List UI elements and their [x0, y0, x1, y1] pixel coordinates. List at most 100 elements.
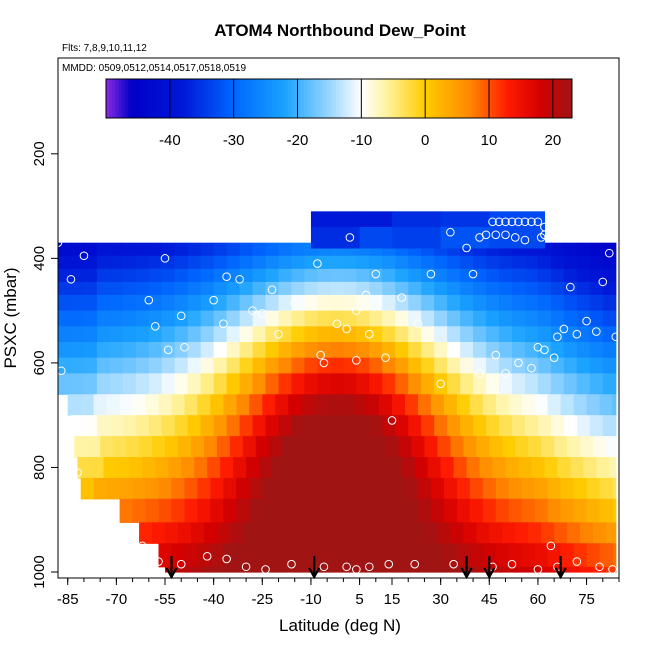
heatmap-cell [440, 211, 490, 228]
heatmap-cell [265, 242, 280, 257]
heatmap-cell [106, 477, 121, 500]
heatmap-cell [223, 498, 237, 523]
heatmap-cell [161, 310, 176, 327]
heatmap-cell [372, 436, 387, 458]
heatmap-cell [252, 281, 267, 296]
heatmap-cell [327, 477, 341, 500]
heatmap-cell [450, 522, 464, 544]
colorbar-swatch [262, 79, 267, 118]
heatmap-cell [122, 342, 137, 359]
colorbar-swatch [504, 79, 509, 118]
heatmap-cell [495, 394, 510, 416]
heatmap-cell [560, 394, 575, 416]
heatmap-cell [476, 522, 490, 544]
heatmap-cell [424, 436, 438, 458]
colorbar-swatch [469, 79, 474, 118]
heatmap-cell [450, 566, 464, 573]
heatmap-cell [304, 373, 319, 395]
heatmap-cell [294, 436, 309, 458]
heatmap-cell [469, 498, 484, 523]
heatmap-cell [541, 436, 555, 458]
x-tick-label: 5 [355, 591, 363, 608]
colorbar-swatch [134, 79, 139, 118]
heatmap-cell [398, 522, 413, 544]
heatmap-cell [161, 294, 176, 312]
colorbar-swatch [514, 79, 519, 118]
heatmap-cell [304, 294, 319, 312]
colorbar-swatch [386, 79, 391, 118]
colorbar-swatch [256, 79, 260, 118]
heatmap-cell [210, 498, 224, 523]
heatmap-cell [524, 268, 539, 283]
heatmap-cell [135, 310, 150, 327]
heatmap-cell [200, 415, 215, 437]
heatmap-cell [252, 255, 267, 270]
heatmap-cell [190, 436, 205, 458]
heatmap-cell [550, 242, 565, 257]
heatmap-cell [336, 457, 351, 479]
heatmap-cell [236, 543, 250, 568]
heatmap-cell [70, 294, 85, 312]
heatmap-cell [599, 394, 614, 416]
sample-point [352, 565, 361, 574]
heatmap-cell [200, 268, 215, 283]
x-tick-label: -25 [251, 591, 273, 608]
heatmap-cell [330, 310, 344, 327]
profile-arrow [308, 556, 321, 580]
colorbar-swatch [444, 79, 449, 118]
heatmap-cell [560, 543, 575, 568]
heatmap-cell [200, 326, 215, 343]
heatmap-cell [534, 543, 549, 568]
heatmap-cell [511, 342, 526, 359]
colorbar-swatch [508, 79, 512, 118]
heatmap-cell [278, 373, 293, 395]
x-axis-label: Latitude (deg N) [279, 616, 401, 635]
heatmap-cell [284, 457, 299, 479]
heatmap-cell [563, 242, 578, 257]
heatmap-cell [421, 326, 435, 343]
heatmap-cell [602, 268, 617, 283]
heatmap-cell [213, 342, 228, 359]
sample-point [514, 217, 523, 227]
heatmap-cell [168, 457, 182, 479]
heatmap-cell [330, 415, 344, 437]
heatmap-cell [495, 498, 510, 523]
heatmap-cell [404, 394, 419, 416]
heatmap-cell [443, 477, 458, 500]
heatmap-cell [116, 457, 130, 479]
heatmap-cell [576, 357, 591, 374]
colorbar-swatch [393, 79, 397, 118]
heatmap-cell [563, 326, 578, 343]
colorbar-swatch [463, 79, 468, 118]
heatmap-cell [288, 394, 302, 416]
heatmap-cell [132, 394, 147, 416]
heatmap-cell [96, 242, 111, 257]
sample-point [533, 565, 543, 574]
heatmap-cell [453, 457, 468, 479]
heatmap-cell [174, 373, 189, 395]
heatmap-cell [379, 394, 393, 416]
colorbar-swatch [125, 79, 129, 118]
heatmap-cell [557, 457, 571, 479]
heatmap-cell [528, 566, 542, 573]
heatmap-cell [265, 357, 280, 374]
heatmap-cell [83, 326, 98, 343]
colorbar-swatch [533, 79, 538, 118]
heatmap-cell [252, 373, 267, 395]
heatmap-cell [317, 415, 331, 437]
x-tick-label: -70 [106, 591, 128, 608]
heatmap-cell [421, 255, 435, 270]
heatmap-cell [174, 255, 189, 270]
heatmap-cell [132, 498, 147, 523]
heatmap-cell [165, 436, 179, 458]
heatmap-cell [190, 522, 205, 544]
colorbar-swatch [106, 79, 110, 118]
colorbar-swatch [399, 79, 404, 118]
heatmap-cell [83, 242, 98, 257]
heatmap-cell [135, 294, 150, 312]
heatmap-cell [129, 457, 143, 479]
heatmap-cell [278, 357, 293, 374]
heatmap-cell [573, 477, 588, 500]
heatmap-cell [408, 281, 422, 296]
colorbar-swatch [249, 79, 254, 118]
